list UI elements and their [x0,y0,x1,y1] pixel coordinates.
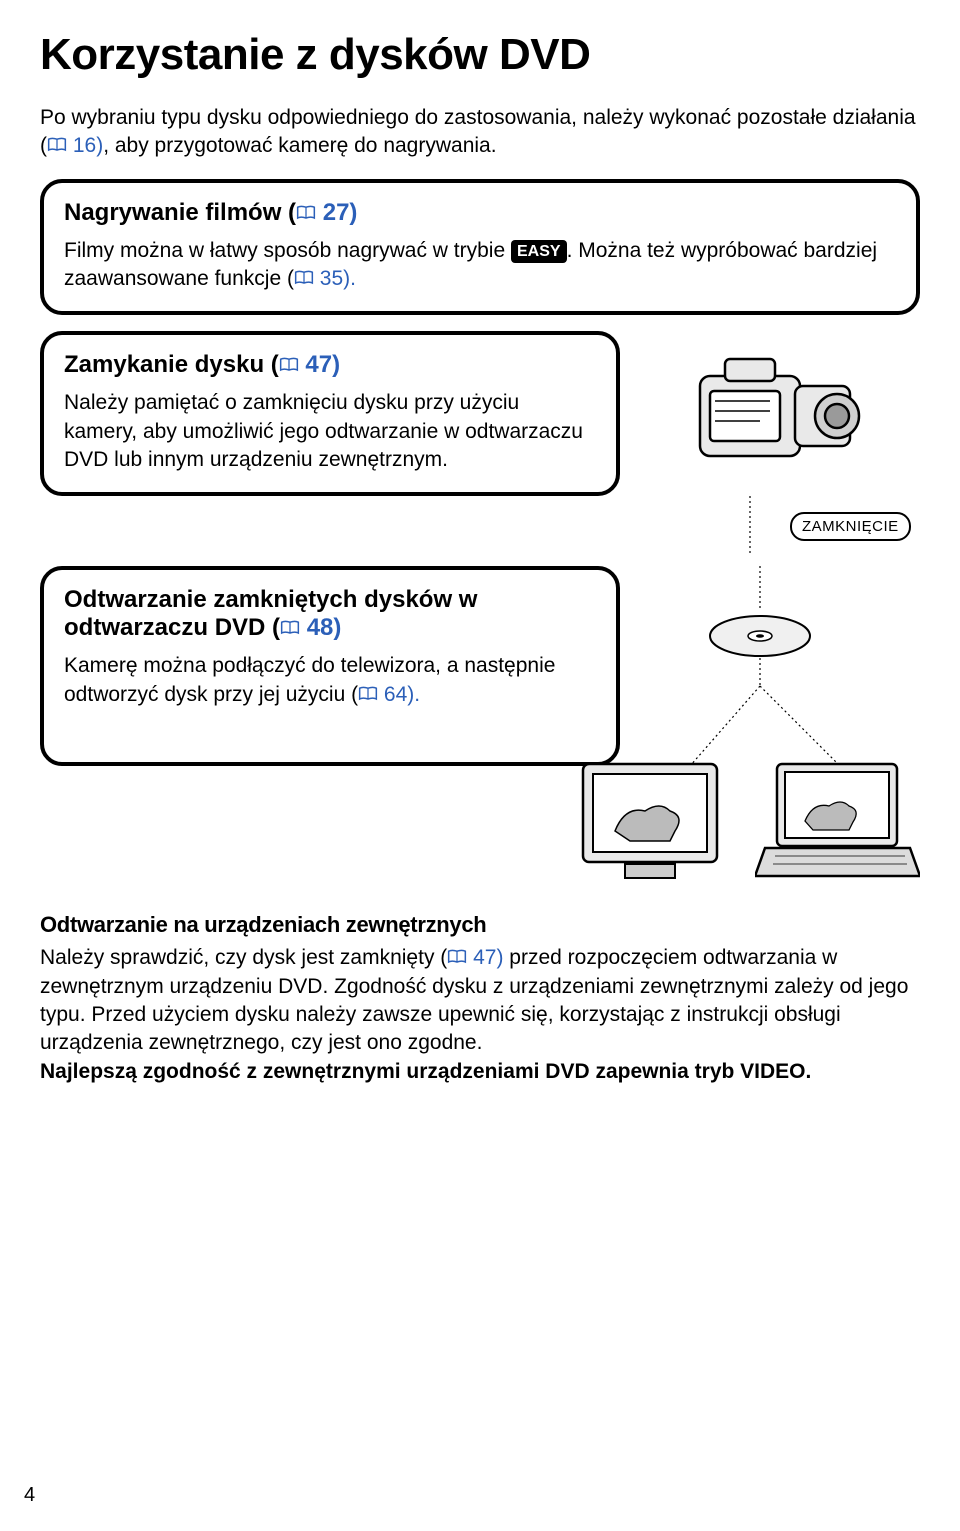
disc-icon [650,566,910,766]
box1-body-pre: Filmy można w łatwy sposób nagrywać w tr… [64,239,511,262]
book-icon [47,137,67,153]
page-title: Korzystanie z dysków DVD [40,30,920,80]
box3-title-pre: Odtwarzanie zamkniętych dysków w odtwarz… [64,586,477,641]
book-icon [294,270,314,286]
laptop-icon [755,756,920,886]
camera-illustration-area [640,331,920,496]
box-recording-body: Filmy można w łatwy sposób nagrywać w tr… [64,237,896,294]
box-finalize-title: Zamykanie dysku ( 47) [64,351,596,379]
page-ref: 16) [67,134,103,157]
easy-badge: EASY [511,240,567,264]
close-label: ZAMKNIĘCIE [790,512,911,541]
book-icon [358,686,378,702]
external-heading: Odtwarzanie na urządzeniach zewnętrznych [40,912,920,938]
page-ref: 64). [378,683,420,706]
box-playback-body: Kamerę można podłączyć do telewizora, a … [64,652,596,709]
intro-text-post: , aby przygotować kamerę do nagrywania. [103,134,496,157]
box-playback-title: Odtwarzanie zamkniętych dysków w odtwarz… [64,586,596,642]
external-body: Należy sprawdzić, czy dysk jest zamknięt… [40,944,920,1086]
box-finalize: Zamykanie dysku ( 47) Należy pamiętać o … [40,331,620,496]
camera-icon [675,331,885,481]
page-number: 4 [24,1484,35,1507]
bold-line: Najlepszą zgodność z zewnętrznymi urządz… [40,1060,811,1083]
tv-icon [575,756,725,886]
box1-title-pre: Nagrywanie filmów ( [64,199,296,226]
box2-title-pre: Zamykanie dysku ( [64,351,279,378]
box-recording-title: Nagrywanie filmów ( 27) [64,199,896,227]
box-recording: Nagrywanie filmów ( 27) Filmy można w ła… [40,179,920,316]
page-ref: 47) [467,946,503,969]
page-ref: 48) [300,614,341,641]
book-icon [280,620,300,636]
book-icon [296,205,316,221]
intro-paragraph: Po wybraniu typu dysku odpowiedniego do … [40,104,920,161]
book-icon [447,949,467,965]
box3-body-pre: Kamerę można podłączyć do telewizora, a … [64,654,555,705]
page-ref: 35). [314,267,356,290]
body2-pre: Należy sprawdzić, czy dysk jest zamknięt… [40,946,447,969]
page-ref: 47) [299,351,340,378]
box-playback: Odtwarzanie zamkniętych dysków w odtwarz… [40,566,620,766]
book-icon [279,357,299,373]
page-ref: 27) [316,199,357,226]
box-finalize-body: Należy pamiętać o zamknięciu dysku przy … [64,389,596,474]
disc-illustration-area [640,566,920,766]
